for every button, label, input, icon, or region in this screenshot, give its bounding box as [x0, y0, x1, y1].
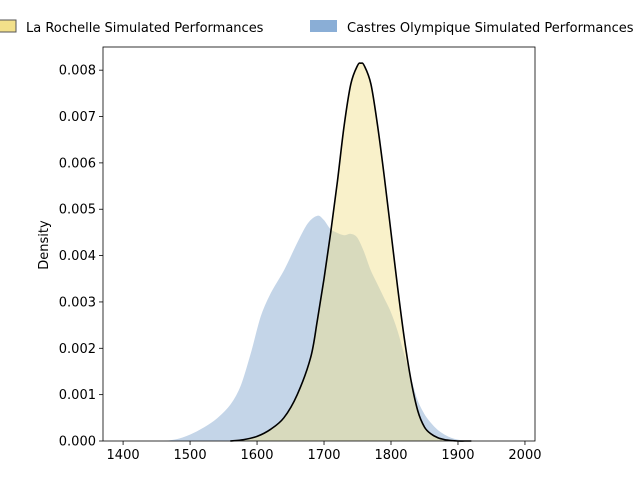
legend: La Rochelle Simulated Performances Castr… [0, 19, 634, 36]
x-tick-label: 1500 [174, 448, 207, 463]
series-line-la-rochelle [230, 62, 472, 442]
x-tick-label: 1600 [240, 448, 273, 463]
series-area-castres [149, 215, 492, 442]
y-tick-label: 0.002 [59, 342, 96, 357]
plot-area: 1400 1500 1600 1700 1800 1900 2000 0.000 0.001 0.… [59, 46, 542, 463]
series-line-castres [149, 214, 492, 442]
legend-swatch-la-rochelle [0, 19, 17, 33]
y-axis-label: Density [37, 220, 52, 270]
plot-frame [102, 46, 536, 442]
series-area-la-rochelle [230, 63, 472, 442]
y-tick-label: 0.008 [59, 64, 96, 79]
x-tick-label: 1700 [307, 448, 340, 463]
y-tick-label: 0.001 [59, 388, 96, 403]
y-tick-label: 0.000 [59, 435, 96, 450]
x-tick-label: 2000 [508, 448, 541, 463]
legend-label-la-rochelle: La Rochelle Simulated Performances [26, 21, 264, 36]
y-tick-label: 0.004 [59, 249, 96, 264]
legend-swatch-castres [310, 20, 337, 32]
y-tick-label: 0.007 [59, 110, 96, 125]
x-tick-label: 1900 [441, 448, 474, 463]
x-tick-label: 1400 [107, 448, 140, 463]
legend-label-castres: Castres Olympique Simulated Performances [347, 21, 634, 36]
y-tick-label: 0.005 [59, 203, 96, 218]
y-tick-label: 0.003 [59, 295, 96, 310]
x-tick-label: 1800 [374, 448, 407, 463]
y-tick-label: 0.006 [59, 156, 96, 171]
